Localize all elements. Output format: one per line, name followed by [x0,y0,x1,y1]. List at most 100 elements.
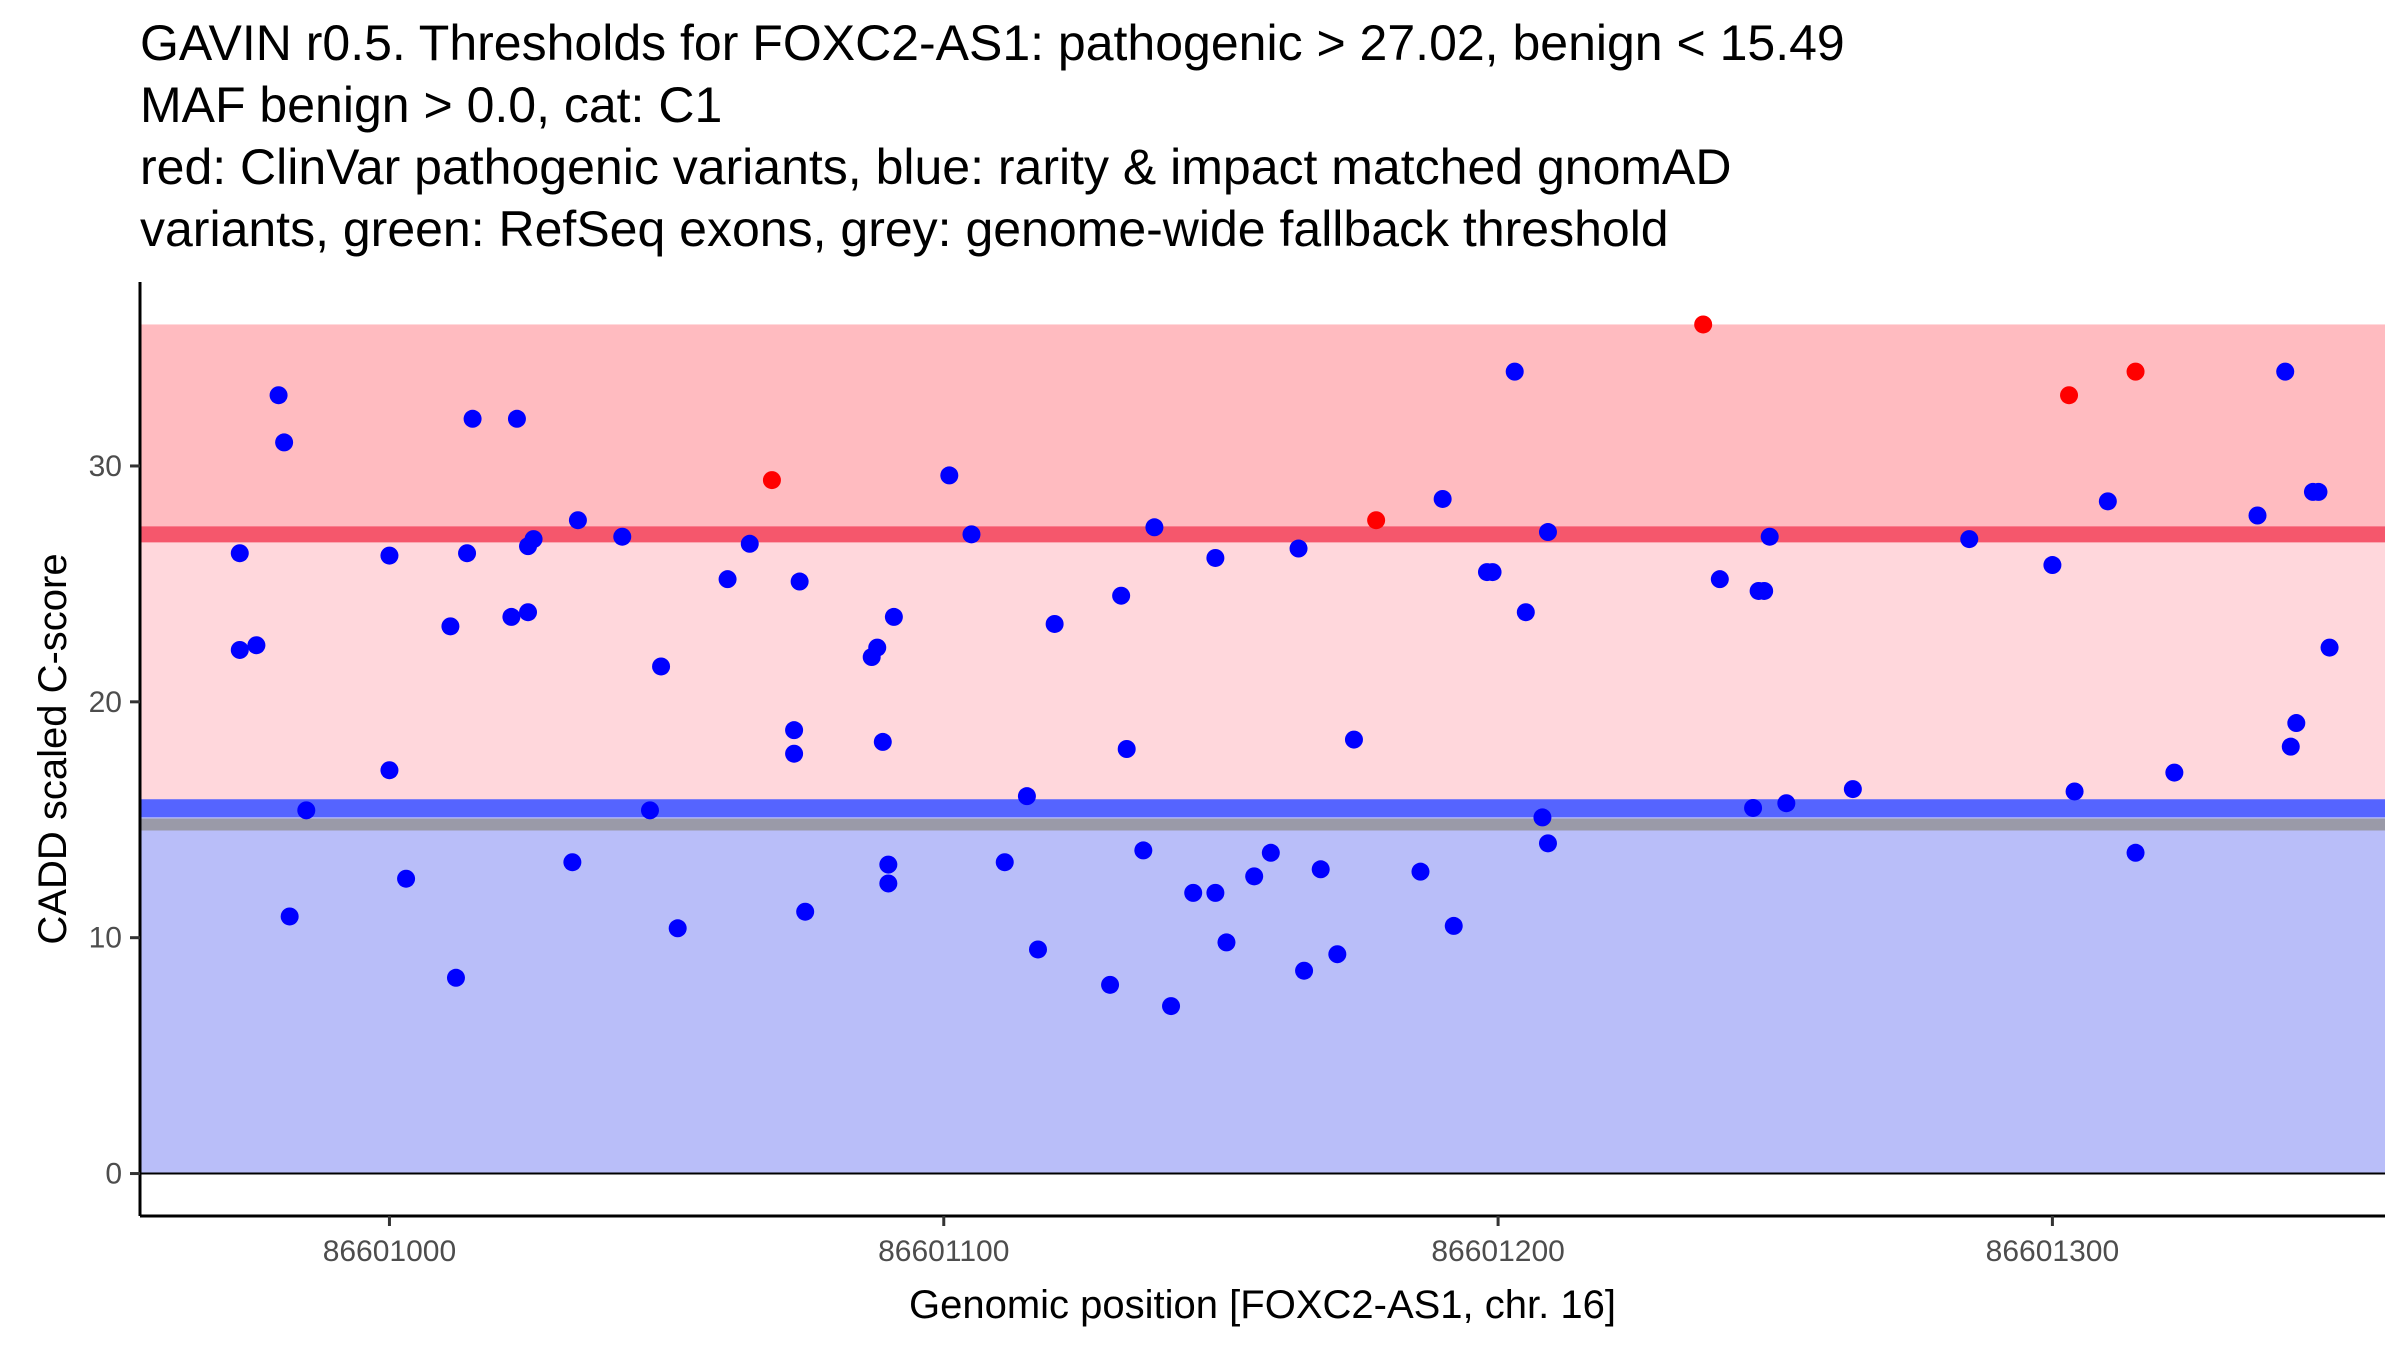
intermediate-region [140,536,2385,809]
y-axis-title: CADD scaled C-score [31,553,75,944]
gnomad-variant-point [2065,782,2084,801]
gnomad-variant-point [668,919,687,938]
gnomad-variant-point [879,874,898,893]
gnomad-variant-point [790,572,809,591]
gnomad-variant-point [868,638,887,657]
gnomad-variant-point [1843,780,1862,799]
gnomad-variant-point [568,511,587,530]
gnomad-variant-point [507,409,526,428]
gnomad-variant-point [1538,834,1557,853]
gnomad-variant-point [269,386,288,405]
pathogenic-region [140,324,2385,537]
gnomad-variant-point [1289,539,1308,558]
gnomad-variant-point [502,607,521,626]
gnomad-variant-point [1538,523,1557,542]
gnomad-variant-point [1433,489,1452,508]
gnomad-variant-point [2309,482,2328,501]
title-line-3: red: ClinVar pathogenic variants, blue: … [140,139,1732,195]
gnomad-variant-point [640,801,659,820]
gnomad-variant-point [1029,940,1047,959]
gnomad-variant-point [940,466,959,485]
clinvar-pathogenic-point [1367,511,1386,530]
gnomad-variant-point [230,640,249,659]
x-axis-title: Genomic position [FOXC2-AS1, chr. 16] [909,1283,1616,1327]
clinvar-pathogenic-point [2126,362,2145,381]
title-line-4: variants, green: RefSeq exons, grey: gen… [140,201,1669,257]
gnomad-variant-point [280,907,299,926]
gnomad-variant-point [275,433,294,452]
gnomad-variant-point [1710,570,1729,589]
gnomad-variant-point [2281,737,2300,756]
threshold-bands [140,324,2385,1174]
y-tick-label: 0 [105,1158,122,1191]
gnomad-variant-point [380,761,399,780]
gnomad-variant-point [1184,883,1203,902]
gnomad-variant-point [519,603,538,622]
gnomad-variant-point [740,534,759,553]
gnomad-variant-point [613,527,632,546]
gnomad-variant-point [1516,603,1535,622]
y-tick-label: 10 [89,922,122,955]
clinvar-pathogenic-point [762,471,781,490]
gnomad-variant-point [247,636,266,655]
benign-region [140,808,2385,1174]
gnomad-variant-point [297,801,316,820]
gnomad-variant-point [879,855,898,874]
gnomad-variant-point [1755,581,1774,600]
clinvar-pathogenic-point [1694,315,1713,334]
gnomad-variant-point [785,744,804,763]
gnomad-variant-point [962,525,981,544]
gnomad-variant-point [1411,862,1430,881]
gnomad-variant-point [1505,362,1524,381]
gnomad-variant-point [1117,740,1136,758]
gnomad-variant-point [1134,841,1153,860]
gnomad-variant-point [524,530,543,549]
gnomad-variant-point [1295,961,1314,980]
title-line-2: MAF benign > 0.0, cat: C1 [140,77,723,133]
chart-title: GAVIN r0.5. Thresholds for FOXC2-AS1: pa… [140,12,1845,260]
gnomad-variant-point [2276,362,2295,381]
gnomad-variant-point [1162,997,1181,1016]
gnomad-variant-point [2043,556,2062,575]
gnomad-variant-point [873,732,892,751]
gnomad-variant-point [995,853,1014,872]
data-points [230,315,2339,1016]
gnomad-variant-point [2126,843,2145,862]
gnomad-variant-point [1744,798,1763,817]
gnomad-variant-point [230,544,249,563]
x-tick-label: 86601300 [1986,1235,2119,1268]
x-tick-label: 86601100 [878,1235,1009,1268]
gnomad-variant-point [1311,860,1330,879]
gnomad-variant-point [441,617,460,636]
gnomad-variant-point [2165,763,2184,782]
gnomad-variant-point [1045,614,1064,633]
x-tick-label: 86601000 [323,1235,456,1268]
gnomad-variant-point [1777,794,1796,813]
gnomad-variant-point [1960,530,1979,549]
gnomad-variant-point [1017,787,1036,806]
y-tick-label: 30 [89,450,122,483]
y-tick-label: 20 [89,686,122,719]
gnomad-variant-point [2287,714,2306,733]
gnomad-variant-point [1533,808,1552,827]
gnomad-variant-point [1145,518,1164,537]
gnomad-variant-point [884,607,903,626]
gnomad-variant-point [1261,843,1280,862]
gnomad-variant-point [1206,883,1225,902]
gnomad-variant-point [1245,867,1264,886]
gnomad-variant-point [1328,945,1347,964]
gnomad-variant-point [796,902,815,921]
gnomad-variant-point [1217,933,1236,952]
gnomad-variant-point [718,570,737,589]
threshold-lines [140,526,2385,831]
gnomad-variant-point [446,968,465,987]
gnomad-variant-point [2098,492,2117,511]
gnomad-variant-point [785,721,804,740]
clinvar-pathogenic-point [2060,386,2079,405]
y-axis-ticks: 0 10 20 30 [89,450,140,1191]
axes: 0 10 20 30 86601000 86601100 86601200 86601300 [89,282,2385,1268]
gnomad-variant-point [563,853,582,872]
x-axis-ticks: 86601000 86601100 86601200 86601300 [323,1216,2119,1268]
gnomad-variant-point [1101,975,1120,994]
